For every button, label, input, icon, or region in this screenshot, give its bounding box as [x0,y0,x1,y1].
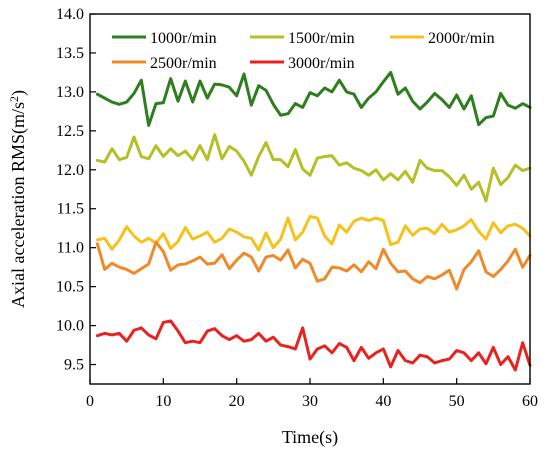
y-axis-title-tail: ) [8,90,29,96]
legend: 1000r/min 1500r/min 2000r/min 2500r/min 3000… [112,30,495,72]
legend-label-3: 2500r/min [150,55,217,72]
y-axis-title-superscript: 2 [7,96,21,102]
x-axis-title: Time(s) [282,427,338,448]
y-tick-label: 13.0 [56,84,84,101]
x-tick-label: 40 [375,393,391,410]
legend-label-2: 2000r/min [428,30,495,47]
x-tick-label: 20 [229,393,245,410]
y-tick-label: 10.0 [56,318,84,335]
y-tick-label: 10.5 [56,279,84,296]
x-tick-label: 50 [449,393,465,410]
y-tick-label: 13.5 [56,45,84,62]
x-tick-label: 60 [522,393,538,410]
x-tick-label: 30 [302,393,318,410]
y-tick-label: 12.5 [56,123,84,140]
series-line-3 [95,240,532,291]
y-axis-title-base: Axial acceleration RMS(m/s [8,102,29,308]
series-line-0 [95,70,532,127]
x-tick-label: 0 [86,393,94,410]
series-layer [95,70,532,372]
series-line-4 [95,319,532,372]
series-line-2 [95,215,532,252]
x-tick-label: 10 [155,393,171,410]
y-tick-label: 11.0 [57,240,84,257]
series-line-1 [95,133,532,203]
legend-label-1: 1500r/min [288,30,355,47]
y-tick-label: 12.0 [56,162,84,179]
y-tick-label: 14.0 [56,6,84,23]
legend-label-0: 1000r/min [150,30,217,47]
y-tick-label: 11.5 [57,201,84,218]
y-axis-title: Axial acceleration RMS(m/s2) [7,90,29,308]
ticks-layer: 0 10 20 30 40 50 60 9.5 10.0 10.5 11.0 11.5 12.0 12.5… [56,6,538,410]
legend-label-4: 3000r/min [288,55,355,72]
y-tick-label: 9.5 [64,357,84,374]
